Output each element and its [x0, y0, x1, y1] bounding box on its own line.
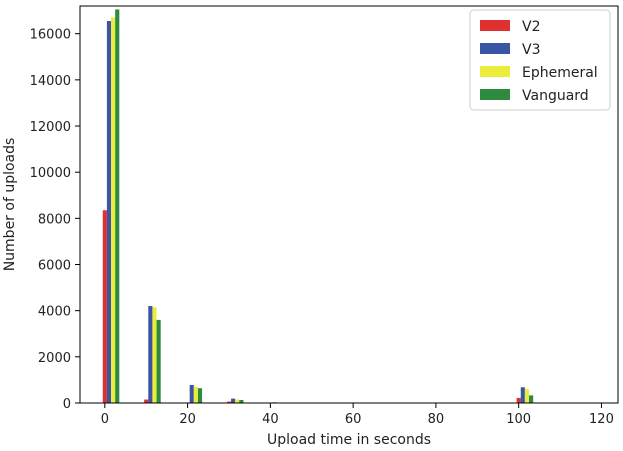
- y-tick-label: 6000: [38, 259, 71, 274]
- legend-swatch-ephemeral: [480, 66, 510, 77]
- y-tick-label: 4000: [38, 305, 71, 320]
- y-tick-label: 10000: [30, 166, 71, 181]
- bar-v2-5: [102, 210, 107, 403]
- bar-v3-35: [231, 398, 236, 403]
- plot-frame: [79, 5, 619, 404]
- legend-swatch-v3: [480, 43, 510, 54]
- bar-vanguard-105: [529, 395, 534, 403]
- bar-v3-15: [148, 306, 153, 403]
- bar-ephemeral-35: [235, 399, 240, 403]
- x-axis-label: Upload time in seconds: [267, 432, 431, 448]
- bar-ephemeral-105: [524, 389, 530, 403]
- legend-label-ephemeral: Ephemeral: [522, 65, 598, 81]
- bar-vanguard-25: [197, 388, 203, 403]
- y-tick-label: 8000: [38, 212, 71, 227]
- bar-vanguard-15: [156, 319, 161, 403]
- y-axis: 0 2000 4000 6000 8000 10000 12000 14000 16000: [30, 28, 80, 412]
- legend-label-v2: V2: [522, 19, 540, 35]
- bar-v2-15: [144, 399, 149, 403]
- x-tick-label: 60: [345, 412, 362, 427]
- y-tick-label: 2000: [38, 351, 71, 366]
- x-tick-label: 40: [262, 412, 279, 427]
- bar-vanguard-35: [239, 399, 244, 403]
- y-tick-label: 16000: [30, 28, 71, 43]
- bar-ephemeral-15: [152, 307, 157, 403]
- legend-label-v3: V3: [522, 42, 540, 58]
- bar-v3-25: [189, 384, 194, 403]
- x-tick-label: 100: [506, 412, 531, 427]
- legend-swatch-v2: [480, 20, 510, 31]
- y-tick-label: 12000: [30, 120, 71, 135]
- bar-v2-35: [226, 401, 232, 403]
- bar-v3-105: [520, 387, 525, 403]
- legend-label-vanguard: Vanguard: [522, 88, 589, 104]
- bar-ephemeral-5: [111, 17, 116, 403]
- x-tick-label: 0: [101, 412, 109, 427]
- x-tick-label: 120: [589, 412, 614, 427]
- y-tick-label: 0: [63, 397, 71, 412]
- bars-group: [102, 9, 534, 404]
- bar-vanguard-5: [115, 9, 120, 403]
- y-tick-label: 14000: [30, 74, 71, 89]
- bar-v3-5: [106, 21, 112, 404]
- x-tick-label: 20: [179, 412, 196, 427]
- bar-v2-105: [516, 397, 521, 403]
- bar-ephemeral-25: [193, 386, 198, 403]
- legend: V2 V3 Ephemeral Vanguard: [469, 9, 611, 111]
- y-axis-label: Number of uploads: [2, 138, 18, 272]
- legend-box: [469, 9, 611, 111]
- legend-swatch-vanguard: [480, 89, 510, 100]
- x-axis: 0 20 40 60 80 100 120: [101, 403, 614, 427]
- x-tick-label: 80: [428, 412, 445, 427]
